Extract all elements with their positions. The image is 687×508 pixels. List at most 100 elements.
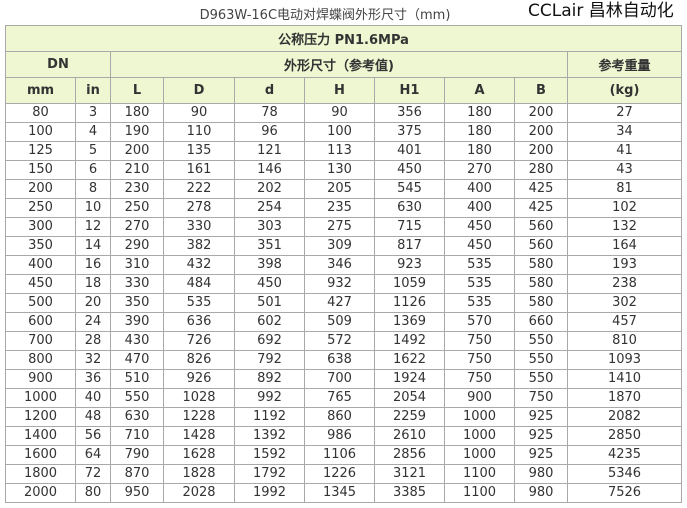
table-cell: 400 <box>444 198 515 218</box>
col-header: D <box>163 77 235 104</box>
table-cell: 700 <box>5 331 76 351</box>
table-cell: 580 <box>514 293 568 313</box>
table-cell: 572 <box>304 331 375 351</box>
table-cell: 450 <box>5 274 76 294</box>
table-cell: 398 <box>234 255 305 275</box>
table-cell: 230 <box>110 179 164 199</box>
table-cell: 2028 <box>163 483 235 503</box>
table-row: 900 36 510 926 892 700 1924 750 550 1410 <box>5 369 682 389</box>
table-cell: 750 <box>514 388 568 408</box>
table-cell: 980 <box>514 464 568 484</box>
table-cell: 235 <box>304 198 375 218</box>
col-header: mm <box>5 77 76 104</box>
table-cell: 692 <box>234 331 305 351</box>
table-row: 250 10 250 278 254 235 630 400 425 102 <box>5 198 682 218</box>
table-cell: 1992 <box>234 483 305 503</box>
table-cell: 1870 <box>567 388 682 408</box>
weight-unit-header: (kg) <box>567 77 682 104</box>
table-cell: 470 <box>110 350 164 370</box>
table-cell: 90 <box>163 103 235 123</box>
table-cell: 700 <box>304 369 375 389</box>
table-cell: 400 <box>5 255 76 275</box>
table-cell: 535 <box>444 293 515 313</box>
table-cell: 1228 <box>163 407 235 427</box>
table-cell: 28 <box>75 331 111 351</box>
table-cell: 3121 <box>374 464 445 484</box>
table-cell: 309 <box>304 236 375 256</box>
table-cell: 1200 <box>5 407 76 427</box>
table-cell: 43 <box>567 160 682 180</box>
table-cell: 923 <box>374 255 445 275</box>
table-cell: 80 <box>75 483 111 503</box>
table-cell: 792 <box>234 350 305 370</box>
table-cell: 180 <box>444 122 515 142</box>
table-cell: 580 <box>514 274 568 294</box>
table-cell: 180 <box>444 141 515 161</box>
table-cell: 1000 <box>444 426 515 446</box>
table-cell: 1924 <box>374 369 445 389</box>
table-cell: 636 <box>163 312 235 332</box>
table-cell: 500 <box>5 293 76 313</box>
table-row: 150 6 210 161 146 130 450 270 280 43 <box>5 160 682 180</box>
table-cell: 146 <box>234 160 305 180</box>
table-cell: 450 <box>444 217 515 237</box>
table-cell: 1028 <box>163 388 235 408</box>
table-cell: 1000 <box>5 388 76 408</box>
table-cell: 1000 <box>444 445 515 465</box>
table-cell: 750 <box>444 331 515 351</box>
table-cell: 302 <box>567 293 682 313</box>
table-cell: 300 <box>5 217 76 237</box>
table-cell: 200 <box>514 122 568 142</box>
table-cell: 12 <box>75 217 111 237</box>
table-cell: 1428 <box>163 426 235 446</box>
table-row: 1000 40 550 1028 992 765 2054 900 750 1870 <box>5 388 682 408</box>
table-cell: 2000 <box>5 483 76 503</box>
table-cell: 545 <box>374 179 445 199</box>
table-cell: 900 <box>444 388 515 408</box>
table-cell: 457 <box>567 312 682 332</box>
table-cell: 550 <box>110 388 164 408</box>
table-cell: 501 <box>234 293 305 313</box>
table-cell: 96 <box>234 122 305 142</box>
table-cell: 238 <box>567 274 682 294</box>
table-cell: 2082 <box>567 407 682 427</box>
table-cell: 1410 <box>567 369 682 389</box>
table-cell: 90 <box>304 103 375 123</box>
table-row: 200 8 230 222 202 205 545 400 425 81 <box>5 179 682 199</box>
table-cell: 765 <box>304 388 375 408</box>
table-cell: 510 <box>110 369 164 389</box>
table-cell: 278 <box>163 198 235 218</box>
table-cell: 254 <box>234 198 305 218</box>
table-cell: 6 <box>75 160 111 180</box>
table-cell: 121 <box>234 141 305 161</box>
table-cell: 48 <box>75 407 111 427</box>
table-cell: 484 <box>163 274 235 294</box>
table-cell: 20 <box>75 293 111 313</box>
table-cell: 425 <box>514 179 568 199</box>
table-cell: 2856 <box>374 445 445 465</box>
table-row: 125 5 200 135 121 113 401 180 200 41 <box>5 141 682 161</box>
table-cell: 200 <box>514 103 568 123</box>
table-cell: 382 <box>163 236 235 256</box>
table-cell: 425 <box>514 198 568 218</box>
table-cell: 638 <box>304 350 375 370</box>
table-cell: 710 <box>110 426 164 446</box>
table-cell: 10 <box>75 198 111 218</box>
table-cell: 432 <box>163 255 235 275</box>
table-row: 1200 48 630 1228 1192 860 2259 1000 925 2082 <box>5 407 682 427</box>
table-cell: 5346 <box>567 464 682 484</box>
table-cell: 4 <box>75 122 111 142</box>
table-cell: 72 <box>75 464 111 484</box>
table-cell: 600 <box>5 312 76 332</box>
table-cell: 1059 <box>374 274 445 294</box>
table-cell: 3385 <box>374 483 445 503</box>
table-cell: 726 <box>163 331 235 351</box>
table-title: D963W-16C电动对焊蝶阀外形尺寸（mm) <box>199 8 451 23</box>
table-cell: 1592 <box>234 445 305 465</box>
table-cell: 560 <box>514 217 568 237</box>
table-row: 80 3 180 90 78 90 356 180 200 27 <box>5 103 682 123</box>
table-cell: 400 <box>444 179 515 199</box>
table-cell: 222 <box>163 179 235 199</box>
table-cell: 900 <box>5 369 76 389</box>
table-row: 800 32 470 826 792 638 1622 750 550 1093 <box>5 350 682 370</box>
